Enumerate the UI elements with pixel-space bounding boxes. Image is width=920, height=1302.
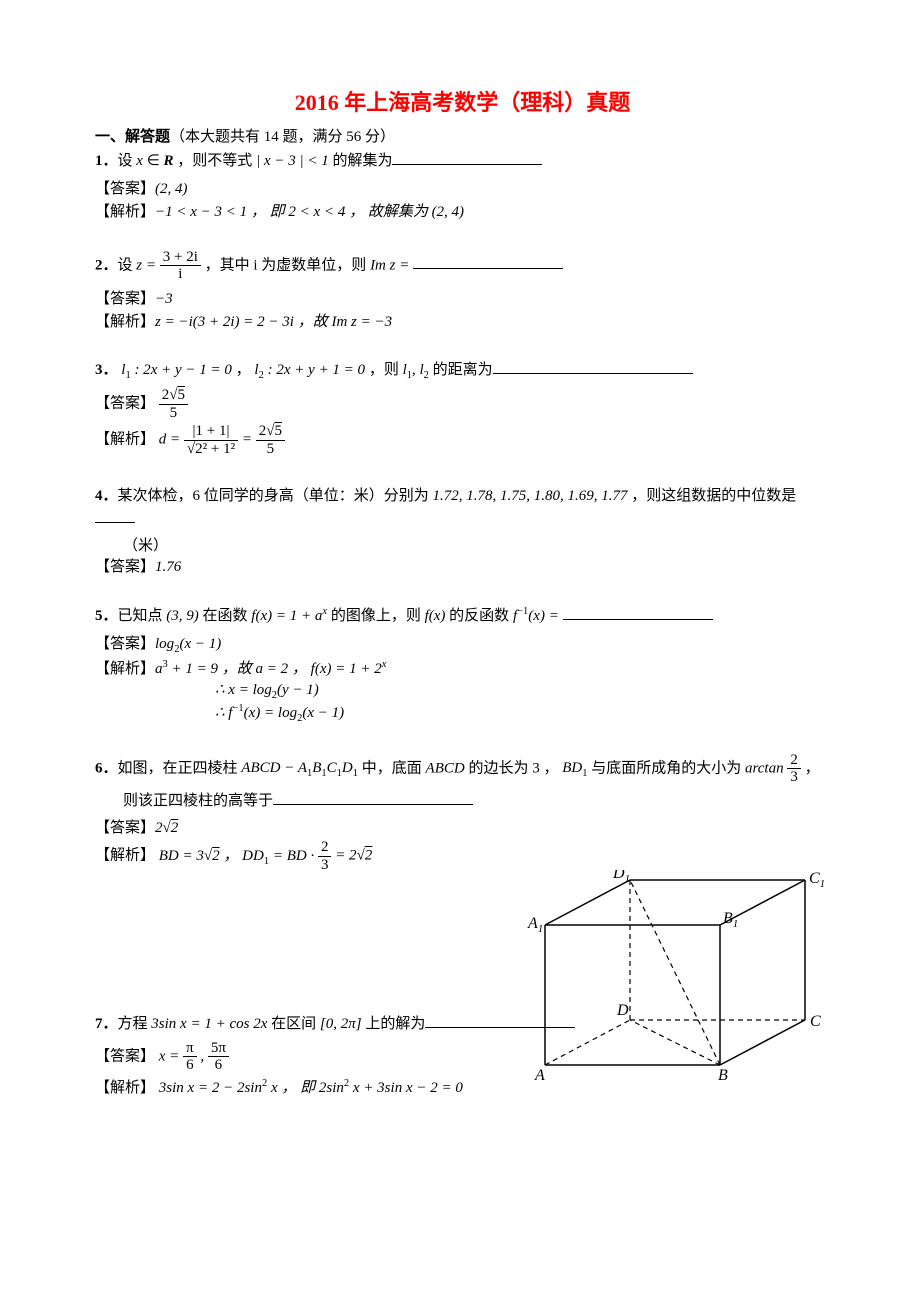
fill-blank bbox=[563, 605, 713, 620]
label-C: C bbox=[810, 1013, 821, 1030]
label-A: A bbox=[534, 1067, 545, 1080]
fill-blank bbox=[493, 359, 693, 374]
question-4: 4．某次体检，6 位同学的身高（单位：米）分别为 1.72, 1.78, 1.7… bbox=[95, 485, 830, 576]
fill-blank bbox=[392, 150, 542, 165]
question-3: 3． l1 : 2x + y − 1 = 0 ， l2 : 2x + y + 1… bbox=[95, 359, 830, 458]
question-2: 2．设 z = 3 + 2ii ，其中 i 为虚数单位，则 Im z = 【答案… bbox=[95, 249, 830, 331]
label-D: D bbox=[616, 1002, 629, 1019]
fill-blank bbox=[413, 254, 563, 269]
section-header: 一、解答题（本大题共有 14 题，满分 56 分） bbox=[95, 125, 830, 146]
prism-figure: A B C D A1 B1 C1 D1 bbox=[525, 870, 825, 1080]
label-B1: B1 bbox=[723, 910, 738, 930]
question-1: 1．设 x ∈ R ，则不等式 | x − 3 | < 1 的解集为 【答案】(… bbox=[95, 150, 830, 221]
label-D1: D1 bbox=[612, 870, 630, 885]
page-title: 2016 年上海高考数学（理科）真题 bbox=[95, 85, 830, 117]
question-6: 6．如图，在正四棱柱 ABCD − A1B1C1D1 中，底面 ABCD 的边长… bbox=[95, 752, 830, 874]
label-C1: C1 bbox=[809, 870, 825, 890]
fill-blank bbox=[95, 508, 135, 523]
fill-blank bbox=[273, 790, 473, 805]
label-A1: A1 bbox=[527, 915, 543, 935]
label-B: B bbox=[718, 1067, 728, 1080]
question-5: 5．已知点 (3, 9) 在函数 f(x) = 1 + ax 的图像上，则 f(… bbox=[95, 604, 830, 724]
